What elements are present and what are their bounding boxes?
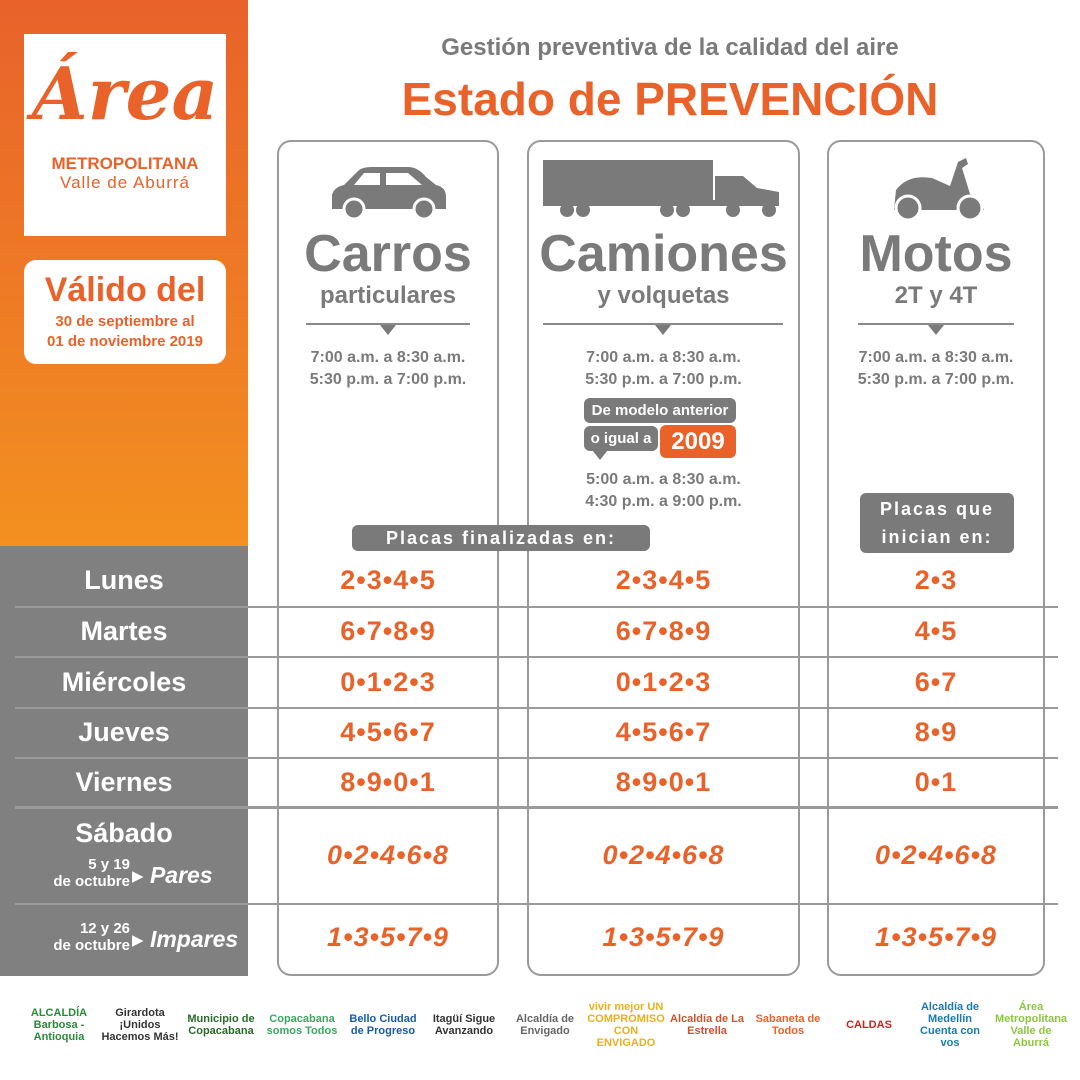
plate-digits: 2•3 bbox=[914, 565, 958, 595]
saturday-plate-digits: 1•3•5•7•9 bbox=[327, 922, 449, 952]
plate-digits: 6•7•8•9 bbox=[615, 616, 712, 646]
row-divider bbox=[15, 707, 1058, 709]
arrow-down-icon bbox=[655, 325, 671, 335]
saturday-plate-digits: 1•3•5•7•9 bbox=[602, 922, 725, 952]
row-divider bbox=[15, 903, 1058, 905]
saturday-plate-digits: 0•2•4•6•8 bbox=[327, 840, 449, 870]
logo-line1: METROPOLITANA bbox=[51, 154, 199, 173]
column-title: Carros bbox=[304, 225, 472, 283]
sponsor-logo: Alcaldía de Envigado bbox=[515, 1013, 575, 1037]
sponsor-logo: Municipio de Copacabana bbox=[187, 1013, 255, 1037]
row-divider bbox=[15, 606, 1058, 608]
schedule: 7:00 a.m. a 8:30 a.m. 5:30 p.m. a 7:00 p.… bbox=[857, 349, 1015, 388]
column-subtitle: y volquetas bbox=[597, 282, 730, 309]
plate-digits: 0•1 bbox=[914, 767, 958, 797]
column-title: Camiones bbox=[539, 225, 788, 283]
saturday-even-dates: 5 y 19 de octubre bbox=[53, 856, 130, 890]
day-sabado: Sábado bbox=[75, 818, 173, 848]
schedule-old-models: 5:00 a.m. a 8:30 a.m. 4:30 p.m. a 9:00 p.… bbox=[585, 471, 742, 510]
sponsor-logo: CALDAS bbox=[846, 1019, 892, 1031]
plates-start-label: Placas que inician en: bbox=[860, 493, 1014, 553]
arrow-down-icon bbox=[380, 325, 396, 335]
plate-digits: 8•9 bbox=[914, 717, 958, 747]
card-camiones bbox=[527, 140, 800, 976]
day-jueves: Jueves bbox=[78, 717, 170, 747]
truck-icon bbox=[543, 160, 779, 217]
plate-digits: 4•5•6•7 bbox=[340, 717, 436, 747]
sponsor-logo: ALCALDÍA Barbosa - Antioquia bbox=[30, 1007, 88, 1043]
sponsor-logo: Itagüí Sigue Avanzando bbox=[432, 1013, 496, 1037]
row-divider bbox=[15, 806, 1058, 809]
column-subtitle: particulares bbox=[319, 282, 457, 309]
saturday-plate-digits: 0•2•4•6•8 bbox=[875, 840, 997, 870]
sponsor-logo: vivir mejor UN COMPROMISO CON ENVIGADO bbox=[587, 1001, 665, 1049]
model-note: o igual a bbox=[584, 426, 658, 451]
sponsor-logo: Girardota ¡Unidos Hacemos Más! bbox=[101, 1007, 179, 1043]
card-carros bbox=[277, 140, 499, 976]
plate-digits: 0•1•2•3 bbox=[340, 667, 436, 697]
row-divider bbox=[15, 656, 1058, 658]
schedule: 7:00 a.m. a 8:30 a.m. 5:30 p.m. a 7:00 p.… bbox=[309, 349, 467, 388]
plate-digits: 8•9•0•1 bbox=[340, 767, 436, 797]
day-martes: Martes bbox=[80, 616, 168, 646]
area-metropolitana-logo: Área METROPOLITANA Valle de Aburrá bbox=[24, 34, 226, 236]
plate-digits: 6•7 bbox=[914, 667, 958, 697]
sponsor-logo: Copacabana somos Todos bbox=[266, 1013, 338, 1037]
validity-title: Válido del bbox=[44, 271, 206, 309]
motorcycle-icon bbox=[894, 158, 984, 222]
plate-digits: 0•1•2•3 bbox=[615, 667, 712, 697]
saturday-odd-label: ▸ Impares bbox=[132, 926, 239, 952]
saturday-odd-dates: 12 y 26 de octubre bbox=[53, 920, 130, 954]
sponsor-logos: ALCALDÍA Barbosa - Antioquia Girardota ¡U… bbox=[0, 995, 1080, 1065]
sponsor-logo: Área Metropolitana Valle de Aburrá bbox=[994, 1001, 1068, 1049]
plate-digits: 2•3•4•5 bbox=[340, 565, 436, 595]
plate-digits: 6•7•8•9 bbox=[340, 616, 436, 646]
plate-digits: 8•9•0•1 bbox=[615, 767, 712, 797]
days-panel bbox=[0, 546, 248, 976]
column-title: Motos bbox=[859, 225, 1013, 283]
callout-pointer bbox=[592, 450, 608, 460]
divider bbox=[858, 323, 1014, 325]
plates-end-label: Placas finalizadas en: bbox=[352, 525, 650, 551]
day-miercoles: Miércoles bbox=[61, 667, 187, 697]
sponsor-logo: Sabaneta de Todos bbox=[755, 1013, 821, 1037]
plate-digits: 4•5•6•7 bbox=[615, 717, 712, 747]
plate-digits: 4•5 bbox=[914, 616, 958, 646]
saturday-plate-digits: 1•3•5•7•9 bbox=[875, 922, 997, 952]
day-viernes: Viernes bbox=[75, 767, 173, 797]
page-subtitle: Gestión preventiva de la calidad del air… bbox=[441, 34, 899, 61]
logo-script: Área bbox=[31, 51, 219, 136]
saturday-even-label: ▸ Pares bbox=[132, 862, 213, 888]
divider bbox=[543, 323, 783, 325]
model-note: De modelo anterior bbox=[584, 398, 736, 423]
sponsor-logo: Alcaldía de Medellín Cuenta con vos bbox=[920, 1001, 980, 1049]
row-divider bbox=[15, 757, 1058, 759]
sponsor-logo: Bello Ciudad de Progreso bbox=[349, 1013, 417, 1037]
saturday-plate-digits: 0•2•4•6•8 bbox=[602, 840, 725, 870]
day-lunes: Lunes bbox=[84, 565, 164, 595]
model-year-badge: 2009 bbox=[660, 425, 736, 458]
sponsor-logo: Alcaldía de La Estrella bbox=[670, 1013, 744, 1037]
logo-line2: Valle de Aburrá bbox=[60, 173, 190, 192]
page-title: Estado de PREVENCIÓN bbox=[401, 73, 939, 125]
arrow-down-icon bbox=[928, 325, 944, 335]
validity-box: Válido del 30 de septiembre al 01 de nov… bbox=[24, 260, 226, 364]
divider bbox=[306, 323, 470, 325]
card-motos bbox=[827, 140, 1045, 976]
column-subtitle: 2T y 4T bbox=[894, 282, 978, 309]
plate-digits: 2•3•4•5 bbox=[615, 565, 712, 595]
validity-from: 30 de septiembre al bbox=[55, 313, 195, 330]
validity-to: 01 de noviembre 2019 bbox=[47, 333, 203, 350]
schedule: 7:00 a.m. a 8:30 a.m. 5:30 p.m. a 7:00 p.… bbox=[585, 349, 742, 388]
car-icon bbox=[332, 167, 446, 221]
